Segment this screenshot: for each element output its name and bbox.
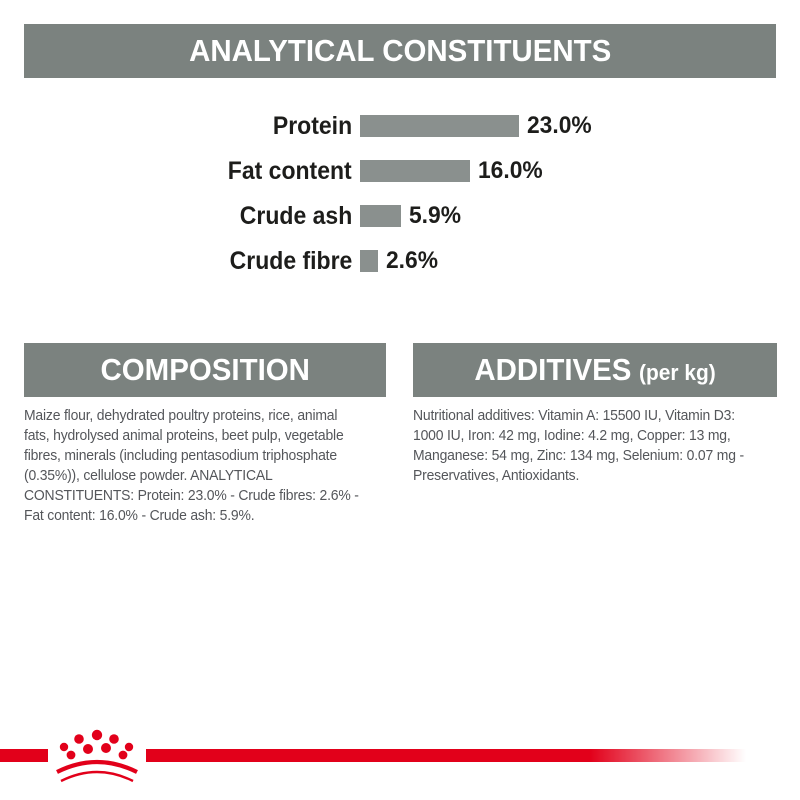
analytical-constituents-title: ANALYTICAL CONSTITUENTS <box>188 33 612 68</box>
chart-bar <box>360 205 401 227</box>
chart-value-label: 2.6% <box>386 247 438 274</box>
chart-category-label: Crude ash <box>239 201 352 230</box>
chart-row: Protein 23.0% <box>0 112 800 140</box>
body-text-line: CONSTITUENTS: Protein: 23.0% - Crude fib… <box>24 487 359 504</box>
body-text-line: (0.35%)), cellulose powder. ANALYTICAL <box>24 467 273 484</box>
body-text-line: Preservatives, Antioxidants. <box>413 467 580 484</box>
chart-category-label: Fat content <box>228 156 352 185</box>
chart-row: Crude ash 5.9% <box>0 202 800 230</box>
chart-value-label: 5.9% <box>409 202 461 229</box>
chart-bar <box>360 160 470 182</box>
chart-bar <box>360 250 378 272</box>
chart-category-label: Protein <box>272 111 352 140</box>
body-text-line: Nutritional additives: Vitamin A: 15500 … <box>413 407 735 424</box>
analytical-bar-chart: Protein 23.0% Fat content 16.0% Crude ash 5.9… <box>0 112 800 295</box>
chart-row: Crude fibre 2.6% <box>0 247 800 275</box>
composition-banner: COMPOSITION <box>24 343 386 397</box>
footer-stripe-left <box>0 749 48 762</box>
additives-per-kg-suffix: (per kg) <box>639 360 716 385</box>
body-text-line: fibres, minerals (including pentasodium … <box>24 447 337 464</box>
body-text-line: fats, hydrolysed animal proteins, beet p… <box>24 427 344 444</box>
body-text-line: Manganese: 54 mg, Zinc: 134 mg, Selenium… <box>413 447 744 464</box>
composition-heading: COMPOSITION <box>100 352 310 387</box>
analytical-constituents-banner: ANALYTICAL CONSTITUENTS <box>24 24 776 78</box>
composition-body: Maize flour, dehydrated poultry proteins… <box>24 406 396 526</box>
footer-stripe-right <box>146 749 746 762</box>
body-text-line: Maize flour, dehydrated poultry proteins… <box>24 407 338 424</box>
chart-value-label: 23.0% <box>527 112 592 139</box>
chart-row: Fat content 16.0% <box>0 157 800 185</box>
additives-heading-group: ADDITIVES (per kg) <box>474 352 715 388</box>
chart-value-label: 16.0% <box>478 157 543 184</box>
body-text-line: 1000 IU, Iron: 42 mg, Iodine: 4.2 mg, Co… <box>413 427 731 444</box>
additives-heading: ADDITIVES <box>474 352 632 387</box>
royal-canin-crown-icon <box>56 729 138 783</box>
additives-body: Nutritional additives: Vitamin A: 15500 … <box>413 406 785 486</box>
chart-category-label: Crude fibre <box>229 246 352 275</box>
chart-bar <box>360 115 519 137</box>
body-text-line: Fat content: 16.0% - Crude ash: 5.9%. <box>24 507 255 524</box>
additives-banner: ADDITIVES (per kg) <box>413 343 777 397</box>
